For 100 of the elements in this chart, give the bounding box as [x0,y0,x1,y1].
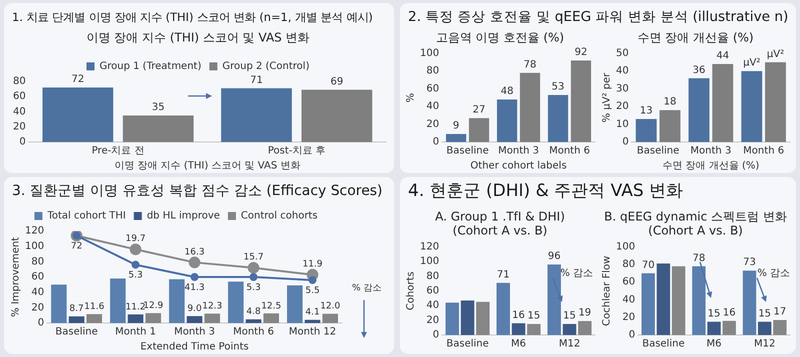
x-tick-label: M12 [558,338,580,350]
y-tick-label: 0 [622,136,629,148]
x-tick-label: Baseline [642,338,685,350]
text: % 감소 [352,283,382,294]
data-label: 13 [640,106,653,117]
data-label: 71 [250,74,263,86]
data-label: 16 [512,310,525,321]
y-tick-label: 40 [622,294,636,306]
data-label: 11.6 [84,302,105,312]
y-tick-label: 0 [628,330,636,341]
y-tick-label: 100 [24,240,44,252]
y-tick-label: 0 [38,318,44,329]
y-tick-label: 80 [426,270,440,282]
y-tick-label: 80 [31,256,44,268]
x-axis-title: 이명 장애 지수 (THI) 스코어 및 VAS 변화 [114,160,300,172]
y-tick-label: 20 [31,302,44,314]
y-tick-label: 0 [432,136,440,148]
y-tick-label: 20 [12,121,26,132]
y-tick-label: 100 [616,241,636,252]
chart-title: 2. 특정 증상 호전율 및 qEEG 파워 변화 분석 (illustrative n) [408,8,788,27]
x-tick-label: Month 3 [498,146,539,157]
y-tick-label: 0 [19,136,26,148]
y-tick-label: 20 [616,101,629,112]
y-tick-label: 40 [426,101,440,112]
y-tick-label: 100 [420,48,440,59]
chart-subtitle: 이명 장애 지수 (THI) 스코어 및 VAS 변화 [86,30,310,44]
data-label: 4.8 [246,307,261,318]
y-tick-label: 60 [426,83,440,94]
x-tick-label: Month 6 [233,326,274,338]
data-label: 15 [563,310,576,322]
y-tick-label: 80 [426,66,440,77]
y-tick-label: 50 [616,48,629,59]
data-label: µV² [766,48,784,60]
y-tick-label: 20 [426,314,440,326]
data-label: 9 [452,120,460,132]
y-tick-label: 60 [31,272,44,283]
data-label: 17 [774,306,786,318]
annotation: % 감소 [757,268,790,279]
legend-label: Group 1 (Treatment) [100,60,202,72]
annotation: 11.9 [302,260,323,270]
legend-label: Group 2 (Control) [222,60,310,72]
data-label: 78 [524,59,536,70]
data-label: 12.0 [320,302,340,312]
annotation: % 감소 [560,268,593,279]
legend-label: Total cohort THI [46,210,126,222]
data-label: 69 [330,76,344,88]
data-label: 4.1 [305,308,320,318]
data-label: 36 [692,64,706,76]
y-tick-label: 20 [622,312,636,323]
y-tick-label: 40 [31,286,44,298]
data-label: 15 [758,308,772,320]
y-tick-label: 120 [420,241,440,252]
data-label: 53 [552,82,564,93]
x-tick-label: Baseline [636,146,680,157]
y-tick-label: 60 [426,285,440,296]
x-tick-label: Month 12 [288,326,336,338]
x-tick-label: Post-치료 후 [268,146,326,157]
annotation: 5.5 [305,286,320,296]
y-axis-title: % [406,92,417,102]
x-axis-title: 수면 장애 개선율 (%) [662,160,760,172]
data-label: 35 [152,102,165,114]
data-label: 96 [548,251,561,262]
y-tick-label: 80 [12,76,26,87]
data-label: 78 [692,252,706,264]
x-tick-label: Month 6 [743,146,784,157]
annotation: 16.3 [184,247,205,258]
data-label: 70 [642,260,655,271]
chart-title: 3. 질환군별 이명 유효성 복합 점수 감소 (Efficacy Scores) [12,182,382,201]
y-tick-label: 40 [616,66,629,77]
data-label: 18 [664,96,676,108]
data-label: 27 [472,104,486,116]
data-label: µV² [743,58,760,69]
x-tick-label: Baseline [446,338,489,350]
chart-subtitle: A. Group 1 .TfI & DHI) (Cohort A vs. B) [435,209,565,238]
y-tick-label: 40 [12,106,26,118]
annotation: 41.3 [184,282,205,293]
x-tick-label: M6 [706,338,722,350]
x-tick-label: M6 [511,338,526,350]
chart-subtitle: 수면 장애 개선율 (%) [637,30,754,44]
chart-title: 4. 현훈군 (DHI) & 주관적 VAS 변화 [408,180,684,202]
data-label: 15 [527,310,540,322]
y-axis-title: Cohorts [406,271,417,310]
annotation: 15.7 [244,252,264,263]
data-label: 92 [574,47,588,58]
x-tick-label: Month 3 [174,326,215,338]
annotation: 19.7 [126,234,146,244]
data-label: 16 [722,307,736,318]
data-label: 73 [743,257,756,268]
x-tick-label: Month 1 [115,326,156,338]
chart-subtitle: 고음역 이명 호전율 (%) [436,30,564,44]
annotation: 5.3 [128,270,143,281]
x-axis-title: Other cohort labels [470,160,567,172]
data-label: 71 [496,269,510,280]
data-label: 72 [71,74,84,86]
data-label: 19 [578,308,592,319]
data-label: 44 [716,50,730,62]
y-tick-label: 80 [622,259,636,270]
y-tick-label: 20 [426,118,440,130]
data-label: 48 [500,86,514,98]
chart-subtitle: B. qEEG dynamic 스펙트럼 변화 (Cohort A vs. B) [604,209,787,238]
